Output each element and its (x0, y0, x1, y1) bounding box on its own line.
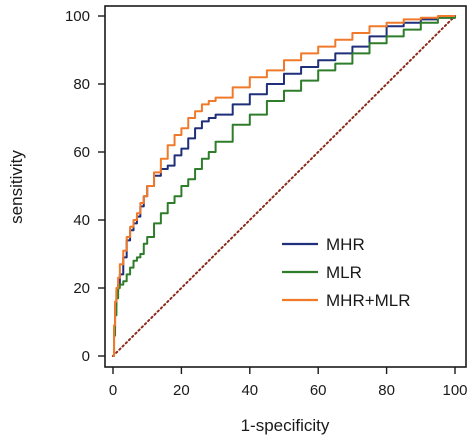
y-tick-label: 40 (73, 212, 90, 229)
y-axis: 0 20 40 60 80 100 (65, 8, 105, 365)
y-tick-label: 60 (73, 144, 90, 161)
y-tick-label: 80 (73, 76, 90, 93)
y-tick-label: 100 (65, 8, 90, 25)
series-line-mlr (113, 16, 456, 357)
y-tick-label: 0 (82, 348, 90, 365)
series-layer (113, 15, 456, 357)
y-axis-label: sensitivity (7, 150, 26, 224)
series-line-mhr (113, 16, 456, 357)
x-tick-label: 20 (173, 382, 190, 399)
reference-diagonal-line (112, 15, 456, 357)
x-tick-label: 80 (378, 382, 395, 399)
legend-label: MHR+MLR (326, 291, 411, 310)
x-tick-label: 60 (310, 382, 327, 399)
legend: MHR MLR MHR+MLR (282, 235, 411, 310)
legend-label: MHR (326, 235, 365, 254)
series-line-mhr-mlr (113, 15, 455, 357)
y-tick-label: 20 (73, 280, 90, 297)
x-tick-label: 40 (241, 382, 258, 399)
x-tick-label: 100 (442, 382, 467, 399)
legend-label: MLR (326, 263, 362, 282)
reference-line-layer (112, 15, 456, 357)
x-axis-label: 1-specificity (241, 416, 330, 435)
plot-frame (104, 5, 467, 368)
x-tick-label: 0 (109, 382, 117, 399)
x-axis: 0 20 40 60 80 100 (109, 367, 468, 399)
